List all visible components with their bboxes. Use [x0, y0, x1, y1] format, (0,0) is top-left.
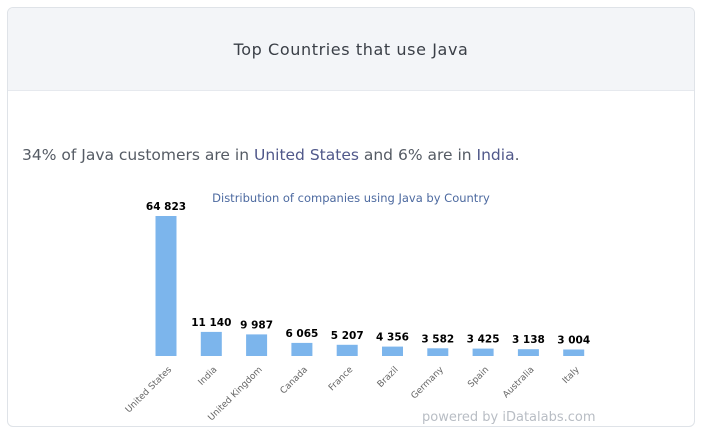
x-tick-label: Australia	[501, 365, 536, 400]
x-tick-label: Canada	[279, 365, 310, 396]
summary-country-2: India	[476, 146, 515, 164]
bar-united-kingdom	[246, 334, 268, 356]
x-tick-label: Germany	[410, 365, 447, 402]
data-label: 5 207	[331, 330, 364, 342]
bar-united-states	[155, 216, 177, 356]
data-label: 3 004	[557, 335, 590, 347]
card-title: Top Countries that use Java	[233, 39, 469, 59]
data-label: 4 356	[376, 332, 409, 344]
x-tick-label: France	[327, 365, 356, 394]
chart-title: Distribution of companies using Java by …	[212, 191, 490, 205]
bar-spain	[472, 348, 494, 356]
x-tick-label: United States	[124, 365, 174, 415]
summary-country-1: United States	[253, 146, 359, 164]
chart-area: Distribution of companies using Java by …	[8, 178, 694, 426]
summary-text: 34% of Java customers are in United Stat…	[22, 146, 682, 164]
summary-part-1: 34% of Java customers are in	[22, 146, 254, 164]
card-header: Top Countries that use Java	[8, 8, 694, 91]
bar-italy	[563, 349, 585, 356]
powered-by-text: powered by iDatalabs.com	[422, 410, 596, 425]
bar-australia	[517, 349, 539, 356]
bar-india	[200, 331, 222, 356]
chart-card: Top Countries that use Java 34% of Java …	[7, 7, 695, 427]
data-label: 9 987	[240, 319, 273, 331]
bar-germany	[427, 348, 449, 356]
summary-part-2: and 6% are in	[358, 146, 477, 164]
bar-france	[336, 344, 358, 356]
bar-brazil	[382, 346, 403, 356]
summary-part-3: .	[514, 146, 520, 164]
x-tick-label: Spain	[466, 365, 491, 390]
x-tick-label: Italy	[561, 365, 582, 386]
data-label: 3 138	[512, 334, 545, 346]
x-tick-label: Brazil	[376, 365, 401, 390]
data-label: 64 823	[146, 201, 186, 213]
bar-canada	[291, 342, 313, 356]
data-label: 6 065	[285, 328, 318, 340]
data-label: 11 140	[191, 317, 231, 329]
data-label: 3 582	[421, 333, 454, 345]
data-label: 3 425	[467, 334, 500, 346]
x-tick-label: India	[197, 365, 220, 388]
